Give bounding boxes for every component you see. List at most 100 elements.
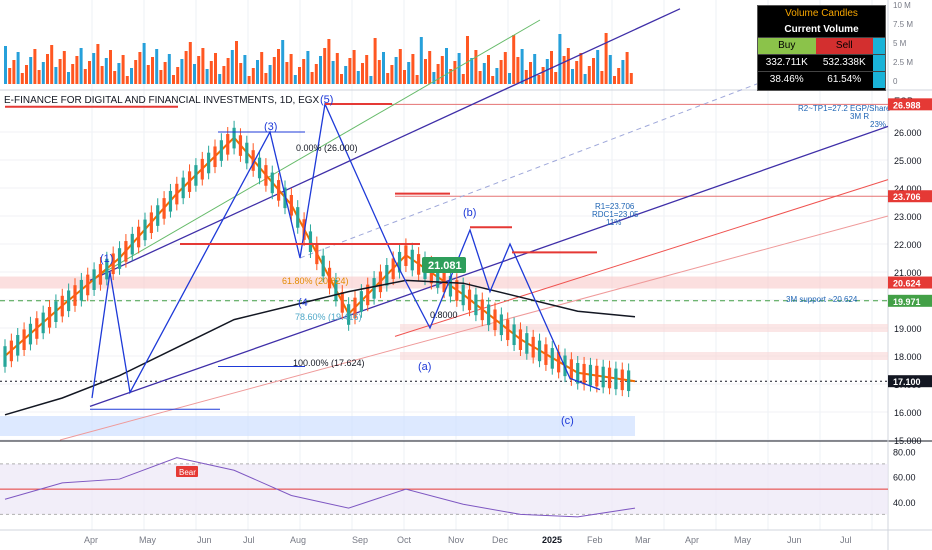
candle	[187, 171, 192, 192]
price-label-text: 23.706	[893, 192, 921, 202]
candle	[181, 177, 185, 199]
volume-zone	[0, 416, 635, 436]
volume-bar	[558, 34, 562, 84]
resistance-zone	[400, 352, 888, 360]
volume-bar	[67, 72, 70, 84]
time-axis-tick: Apr	[84, 535, 98, 545]
volume-bar	[285, 62, 289, 84]
volume-bar	[159, 70, 163, 84]
annotation-wave-3: (3)	[264, 121, 277, 133]
price-axis-tick: 19.000	[894, 324, 922, 334]
volume-bar	[503, 52, 507, 84]
volume-bar	[243, 55, 247, 84]
time-axis-tick: Jul	[840, 535, 852, 545]
volume-bar	[440, 56, 444, 84]
volume-bar	[298, 67, 301, 84]
annotation-r2b: 3M R	[850, 112, 869, 121]
volume-bar	[629, 73, 633, 84]
volume-bar	[71, 64, 75, 84]
volume-bar	[583, 74, 587, 84]
channel-line	[59, 215, 889, 441]
price-axis-tick: 22.000	[894, 240, 922, 250]
volume-bar	[29, 57, 33, 84]
volume-bar	[356, 71, 360, 84]
annotation-fib-786: 78.60% (19.416)	[295, 312, 362, 322]
candle	[117, 248, 122, 269]
color-swatch	[873, 55, 885, 71]
time-axis-tick: Feb	[587, 535, 603, 545]
sell-volume: 532.338K	[822, 57, 866, 68]
annotation-r2c: 23%	[870, 120, 886, 129]
candle	[86, 274, 90, 296]
candle	[607, 367, 612, 389]
annotation-wave-b: (b)	[463, 207, 476, 219]
candle	[168, 190, 173, 212]
volume-bar	[508, 73, 511, 84]
volume-bar	[541, 67, 545, 84]
volume-bar	[117, 63, 121, 84]
time-axis-tick: Jun	[197, 535, 212, 545]
volume-bar	[151, 57, 154, 84]
volume-bar	[214, 53, 217, 84]
candle	[544, 344, 548, 365]
annotation-wave-1: (1)	[100, 253, 113, 265]
candle	[378, 271, 383, 293]
volume-bar	[407, 62, 411, 84]
candle	[436, 267, 440, 288]
volume-bar	[54, 67, 58, 84]
time-axis-tick: Dec	[492, 535, 509, 545]
volume-bar	[50, 45, 54, 84]
volume-bar	[230, 50, 234, 84]
volume-bar	[79, 48, 83, 84]
time-axis-tick: May	[139, 535, 157, 545]
candle	[130, 233, 134, 255]
candle	[207, 152, 211, 174]
candle	[627, 370, 631, 392]
candle	[537, 340, 542, 362]
volume-bar	[579, 53, 583, 84]
volume-bar	[239, 63, 243, 84]
resistance-zone	[400, 324, 888, 332]
channel-line	[89, 125, 889, 408]
volume-bar	[142, 43, 146, 84]
candle	[404, 245, 408, 266]
candle	[296, 207, 300, 228]
volume-bar	[302, 59, 306, 84]
volume-bar	[432, 72, 436, 84]
volume-bar	[398, 49, 402, 84]
volume-bar	[209, 61, 213, 84]
annotation-fib-partial: 0.8000	[430, 310, 458, 320]
volume-bar	[596, 50, 600, 84]
candle	[105, 258, 109, 280]
volume-bar	[33, 49, 37, 84]
candle	[264, 165, 268, 186]
candle	[92, 269, 96, 290]
volume-bar	[625, 52, 629, 84]
volume-bar	[520, 49, 524, 84]
annotation-r2: R2~TP1=27.2 EGP/Share	[798, 104, 891, 113]
candle	[137, 226, 141, 248]
price-badge-text: 21.081	[428, 260, 462, 272]
volume-bar	[369, 76, 373, 84]
price-label-text: 20.624	[893, 279, 921, 289]
volume-bar	[138, 52, 142, 84]
candle	[35, 318, 39, 339]
volume-bar	[344, 66, 348, 84]
annotation-r1b: RDC1=23.05	[592, 210, 639, 219]
candle	[601, 366, 605, 388]
channel-line	[89, 8, 681, 281]
price-label-bg	[888, 276, 932, 289]
candle	[467, 289, 472, 311]
volume-bar	[167, 54, 171, 84]
volume-bar	[499, 60, 503, 84]
annotation-fib-618: 61.80% (20.824)	[282, 276, 349, 286]
candle	[531, 336, 535, 358]
volume-bar	[571, 69, 574, 84]
volume-bar	[331, 61, 335, 84]
volume-bar	[529, 62, 532, 84]
time-axis-tick: Jun	[787, 535, 802, 545]
annotation-fib-0: 0.00% (26.000)	[296, 143, 358, 153]
time-axis-tick: Mar	[635, 535, 651, 545]
candle	[213, 146, 217, 168]
